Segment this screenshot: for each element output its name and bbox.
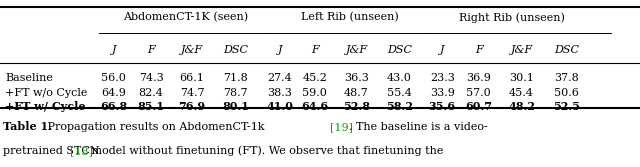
Text: 45.4: 45.4 (509, 88, 534, 98)
Text: J: J (111, 45, 116, 55)
Text: Propagation results on AbdomenCT-1k: Propagation results on AbdomenCT-1k (44, 122, 268, 132)
Text: 33.9: 33.9 (430, 88, 454, 98)
Text: 37.8: 37.8 (554, 73, 579, 84)
Text: Baseline: Baseline (5, 73, 53, 84)
Text: 74.7: 74.7 (180, 88, 204, 98)
Text: 82.4: 82.4 (139, 88, 163, 98)
Text: AbdomenCT-1K (seen): AbdomenCT-1K (seen) (123, 12, 248, 23)
Text: F: F (475, 45, 483, 55)
Text: 38.3: 38.3 (268, 88, 292, 98)
Text: J: J (277, 45, 282, 55)
Text: 43.0: 43.0 (387, 73, 412, 84)
Text: 58.2: 58.2 (386, 101, 413, 112)
Text: 66.1: 66.1 (180, 73, 204, 84)
Text: DSC: DSC (223, 45, 248, 55)
Text: 48.7: 48.7 (344, 88, 369, 98)
Text: model without finetuning (FT). We observe that finetuning the: model without finetuning (FT). We observ… (88, 146, 444, 156)
Text: Table 1.: Table 1. (3, 121, 52, 132)
Text: 56.0: 56.0 (102, 73, 126, 84)
Text: 78.7: 78.7 (223, 88, 248, 98)
Text: DSC: DSC (554, 45, 579, 55)
Text: . The baseline is a video-: . The baseline is a video- (349, 122, 488, 132)
Text: 64.9: 64.9 (102, 88, 126, 98)
Text: 36.3: 36.3 (344, 73, 369, 84)
Text: 52.5: 52.5 (553, 101, 580, 112)
Text: 85.1: 85.1 (138, 101, 164, 112)
Text: J&F: J&F (511, 45, 532, 55)
Text: 50.6: 50.6 (554, 88, 579, 98)
Text: 59.0: 59.0 (303, 88, 327, 98)
Text: 55.4: 55.4 (387, 88, 412, 98)
Text: 80.1: 80.1 (222, 101, 249, 112)
Text: 27.4: 27.4 (268, 73, 292, 84)
Text: 41.0: 41.0 (266, 101, 293, 112)
Text: F: F (311, 45, 319, 55)
Text: Right Rib (unseen): Right Rib (unseen) (459, 12, 565, 23)
Text: 30.1: 30.1 (509, 73, 534, 84)
Text: DSC: DSC (387, 45, 412, 55)
Text: 45.2: 45.2 (303, 73, 327, 84)
Text: F: F (147, 45, 155, 55)
Text: [19]: [19] (330, 122, 353, 132)
Text: 57.0: 57.0 (467, 88, 491, 98)
Text: +FT w/o Cycle: +FT w/o Cycle (5, 88, 88, 98)
Text: 71.8: 71.8 (223, 73, 248, 84)
Text: J: J (440, 45, 445, 55)
Text: 74.3: 74.3 (139, 73, 163, 84)
Text: 52.8: 52.8 (343, 101, 370, 112)
Text: Left Rib (unseen): Left Rib (unseen) (301, 12, 398, 23)
Text: 35.6: 35.6 (429, 101, 456, 112)
Text: pretrained STCN: pretrained STCN (3, 146, 103, 156)
Text: J&F: J&F (181, 45, 203, 55)
Text: +FT w/ Cycle: +FT w/ Cycle (5, 101, 86, 112)
Text: 76.9: 76.9 (179, 101, 205, 112)
Text: 64.6: 64.6 (301, 101, 328, 112)
Text: 60.7: 60.7 (465, 101, 492, 112)
Text: J&F: J&F (346, 45, 367, 55)
Text: 23.3: 23.3 (430, 73, 454, 84)
Text: 66.8: 66.8 (100, 101, 127, 112)
Text: 36.9: 36.9 (467, 73, 491, 84)
Text: 48.2: 48.2 (508, 101, 535, 112)
Text: [13]: [13] (70, 146, 93, 156)
